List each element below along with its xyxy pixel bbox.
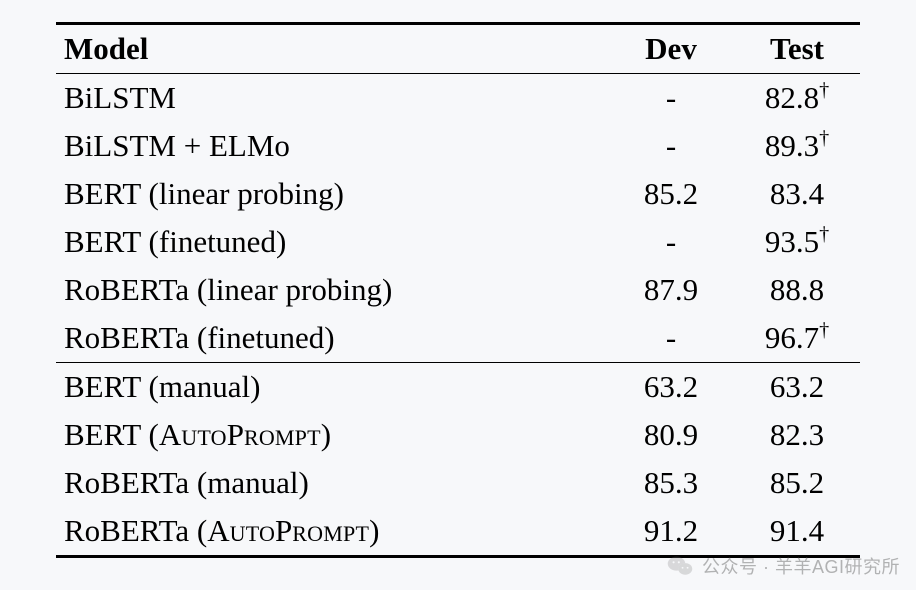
watermark-text: 公众号 · 羊羊AGI研究所	[702, 553, 900, 579]
cell-dev: 80.9	[608, 411, 734, 459]
cell-model: BiLSTM + ELMo	[56, 122, 608, 170]
table-row: RoBERTa (manual)85.385.2	[56, 459, 860, 507]
cell-model: BERT (linear probing)	[56, 170, 608, 218]
table-header-row: Model Dev Test	[56, 24, 860, 74]
cell-dev: 87.9	[608, 266, 734, 314]
dagger-icon: †	[819, 223, 829, 245]
cell-model: RoBERTa (AutoPrompt)	[56, 507, 608, 557]
dagger-icon: †	[819, 79, 829, 101]
results-table: Model Dev Test BiLSTM-82.8†BiLSTM + ELMo…	[56, 22, 860, 558]
cell-model: RoBERTa (linear probing)	[56, 266, 608, 314]
table-row: BiLSTM-82.8†	[56, 74, 860, 123]
cell-model: BiLSTM	[56, 74, 608, 123]
cell-dev: -	[608, 218, 734, 266]
col-header-dev: Dev	[608, 24, 734, 74]
cell-dev: -	[608, 74, 734, 123]
cell-model: BERT (AutoPrompt)	[56, 411, 608, 459]
col-header-test: Test	[734, 24, 860, 74]
table-row: RoBERTa (AutoPrompt)91.291.4	[56, 507, 860, 557]
dagger-icon: †	[819, 127, 829, 149]
cell-model: BERT (finetuned)	[56, 218, 608, 266]
table-row: BERT (finetuned)-93.5†	[56, 218, 860, 266]
cell-test: 63.2	[734, 363, 860, 412]
cell-test: 96.7†	[734, 314, 860, 363]
cell-model: RoBERTa (finetuned)	[56, 314, 608, 363]
cell-test: 93.5†	[734, 218, 860, 266]
cell-dev: -	[608, 122, 734, 170]
cell-dev: 63.2	[608, 363, 734, 412]
cell-test: 83.4	[734, 170, 860, 218]
table-row: BERT (AutoPrompt)80.982.3	[56, 411, 860, 459]
table-row: RoBERTa (linear probing)87.988.8	[56, 266, 860, 314]
col-header-model: Model	[56, 24, 608, 74]
cell-dev: -	[608, 314, 734, 363]
table-row: BERT (manual)63.263.2	[56, 363, 860, 412]
table-row: BiLSTM + ELMo-89.3†	[56, 122, 860, 170]
cell-test: 88.8	[734, 266, 860, 314]
table-row: RoBERTa (finetuned)-96.7†	[56, 314, 860, 363]
cell-test: 85.2	[734, 459, 860, 507]
cell-dev: 91.2	[608, 507, 734, 557]
table-body: BiLSTM-82.8†BiLSTM + ELMo-89.3†BERT (lin…	[56, 74, 860, 557]
cell-test: 91.4	[734, 507, 860, 557]
cell-test: 89.3†	[734, 122, 860, 170]
cell-dev: 85.2	[608, 170, 734, 218]
cell-test: 82.3	[734, 411, 860, 459]
table-row: BERT (linear probing)85.283.4	[56, 170, 860, 218]
cell-dev: 85.3	[608, 459, 734, 507]
cell-model: BERT (manual)	[56, 363, 608, 412]
cell-test: 82.8†	[734, 74, 860, 123]
watermark: 公众号 · 羊羊AGI研究所	[666, 552, 900, 580]
wechat-icon	[666, 552, 694, 580]
cell-model: RoBERTa (manual)	[56, 459, 608, 507]
dagger-icon: †	[819, 319, 829, 341]
